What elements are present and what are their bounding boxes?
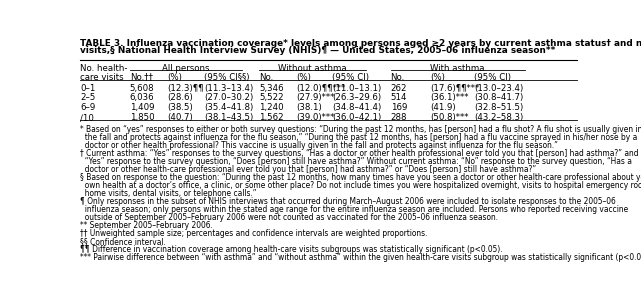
Text: (26.3–29.6): (26.3–29.6) [333, 93, 381, 103]
Text: With asthma: With asthma [430, 63, 485, 73]
Text: (38.5): (38.5) [167, 103, 193, 112]
Text: TABLE 3. Influenza vaccination coverage* levels among persons aged ≥2 years by c: TABLE 3. Influenza vaccination coverage*… [80, 39, 641, 48]
Text: (11.3–13.4): (11.3–13.4) [204, 83, 254, 92]
Text: 5,346: 5,346 [259, 83, 283, 92]
Text: (40.7): (40.7) [167, 113, 193, 122]
Text: No.: No. [390, 73, 405, 82]
Text: (39.0)***: (39.0)*** [296, 113, 335, 122]
Text: 1,850: 1,850 [129, 113, 154, 122]
Text: No.††: No.†† [129, 73, 153, 82]
Text: (35.4–41.8): (35.4–41.8) [204, 103, 254, 112]
Text: 2–5: 2–5 [80, 93, 96, 103]
Text: ∕10: ∕10 [80, 113, 94, 122]
Text: (27.0–30.2): (27.0–30.2) [204, 93, 254, 103]
Text: 288: 288 [390, 113, 407, 122]
Text: (95% CI): (95% CI) [333, 73, 369, 82]
Text: (95% CI§§): (95% CI§§) [204, 73, 250, 82]
Text: home visits, dental visits, or telephone calls.”: home visits, dental visits, or telephone… [80, 189, 256, 198]
Text: 169: 169 [390, 103, 407, 112]
Text: No. health-: No. health- [80, 63, 128, 73]
Text: (12.0)¶¶***: (12.0)¶¶*** [296, 83, 345, 92]
Text: doctor or other health-care professional ever told you that [person] had asthma?: doctor or other health-care professional… [80, 165, 537, 174]
Text: (30.8–41.7): (30.8–41.7) [474, 93, 523, 103]
Text: 1,240: 1,240 [259, 103, 283, 112]
Text: *** Pairwise difference between “with asthma” and “without asthma” within the gi: *** Pairwise difference between “with as… [80, 254, 641, 263]
Text: (36.0–42.1): (36.0–42.1) [333, 113, 382, 122]
Text: (50.8)***: (50.8)*** [430, 113, 469, 122]
Text: (12.3)¶¶: (12.3)¶¶ [167, 83, 204, 92]
Text: 1,562: 1,562 [259, 113, 283, 122]
Text: (17.6)¶¶***: (17.6)¶¶*** [430, 83, 479, 92]
Text: ¶¶ Difference in vaccination coverage among health-care visits subgroups was sta: ¶¶ Difference in vaccination coverage am… [80, 245, 503, 254]
Text: 0–1: 0–1 [80, 83, 96, 92]
Text: 262: 262 [390, 83, 407, 92]
Text: (%): (%) [296, 73, 311, 82]
Text: ** September 2005–February 2006.: ** September 2005–February 2006. [80, 221, 213, 230]
Text: (43.2–58.3): (43.2–58.3) [474, 113, 523, 122]
Text: (38.1–43.5): (38.1–43.5) [204, 113, 254, 122]
Text: Without asthma: Without asthma [278, 63, 347, 73]
Text: (%): (%) [430, 73, 445, 82]
Text: §§ Confidence interval.: §§ Confidence interval. [80, 237, 166, 246]
Text: (%): (%) [167, 73, 182, 82]
Text: 1,409: 1,409 [129, 103, 154, 112]
Text: (28.6): (28.6) [167, 93, 193, 103]
Text: (32.8–51.5): (32.8–51.5) [474, 103, 523, 112]
Text: (27.9)***: (27.9)*** [296, 93, 335, 103]
Text: (13.0–23.4): (13.0–23.4) [474, 83, 523, 92]
Text: own health at a doctor’s office, a clinic, or some other place? Do not include t: own health at a doctor’s office, a clini… [80, 181, 641, 190]
Text: outside of September 2005–February 2006 were not counted as vaccinated for the 2: outside of September 2005–February 2006 … [80, 213, 498, 222]
Text: † Current asthma: “Yes” responses to the survey questions, “Has a doctor or othe: † Current asthma: “Yes” responses to the… [80, 149, 638, 158]
Text: * Based on “yes” responses to either or both survey questions: “During the past : * Based on “yes” responses to either or … [80, 124, 641, 134]
Text: (41.9): (41.9) [430, 103, 456, 112]
Text: ¶ Only responses in the subset of NHIS interviews that occurred during March–Aug: ¶ Only responses in the subset of NHIS i… [80, 197, 616, 206]
Text: †† Unweighted sample size; percentages and confidence intervals are weighted pro: †† Unweighted sample size; percentages a… [80, 229, 428, 238]
Text: the fall and protects against influenza for the flu season,” “During the past 12: the fall and protects against influenza … [80, 132, 637, 142]
Text: No.: No. [259, 73, 273, 82]
Text: (11.0–13.1): (11.0–13.1) [333, 83, 382, 92]
Text: All persons: All persons [162, 63, 210, 73]
Text: visits,§ National Health Interview Survey (NHIS)¶ — United States, 2005–06 influ: visits,§ National Health Interview Surve… [80, 46, 556, 55]
Text: § Based on response to the question: “During the past 12 months, how many times : § Based on response to the question: “Du… [80, 173, 641, 182]
Text: care visits: care visits [80, 73, 124, 82]
Text: doctor or other health professional? This vaccine is usually given in the fall a: doctor or other health professional? Thi… [80, 141, 558, 150]
Text: (36.1)***: (36.1)*** [430, 93, 469, 103]
Text: (38.1): (38.1) [296, 103, 322, 112]
Text: “Yes” response to the survey question, “Does [person] still have asthma?” Withou: “Yes” response to the survey question, “… [80, 157, 632, 166]
Text: 5,608: 5,608 [129, 83, 154, 92]
Text: 5,522: 5,522 [259, 93, 283, 103]
Text: 514: 514 [390, 93, 407, 103]
Text: 6–9: 6–9 [80, 103, 96, 112]
Text: (34.8–41.4): (34.8–41.4) [333, 103, 382, 112]
Text: (95% CI): (95% CI) [474, 73, 511, 82]
Text: influenza season; only persons within the stated age range for the entire influe: influenza season; only persons within th… [80, 205, 628, 214]
Text: 6,036: 6,036 [129, 93, 154, 103]
